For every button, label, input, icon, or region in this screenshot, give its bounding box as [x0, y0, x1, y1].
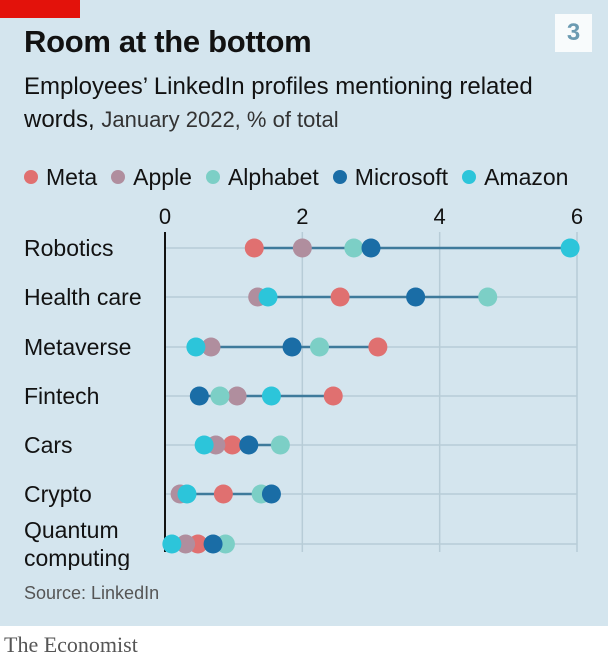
dot-alphabet — [210, 386, 230, 406]
legend-marker-amazon — [462, 170, 477, 184]
legend-item-amazon: Amazon — [462, 164, 568, 191]
dot-apple — [292, 238, 312, 258]
dot-amazon — [261, 386, 281, 406]
dot-alphabet — [310, 337, 329, 357]
category-label: Crypto — [24, 481, 92, 507]
category-label: Cars — [24, 432, 73, 458]
dot-apple — [176, 534, 196, 554]
dot-apple — [227, 386, 247, 406]
chart-number-badge: 3 — [555, 14, 592, 52]
dot-microsoft — [203, 534, 223, 554]
chart-subtitle: Employees’ LinkedIn profiles mentioning … — [24, 70, 544, 136]
dot-amazon — [258, 287, 278, 307]
chart-panel — [0, 0, 608, 626]
legend-label-apple: Apple — [133, 163, 192, 190]
legend-label-amazon: Amazon — [484, 163, 569, 190]
legend-label-microsoft: Microsoft — [354, 163, 449, 190]
x-tick-label-0: 0 — [159, 204, 171, 229]
dot-microsoft — [239, 435, 259, 455]
x-tick-label-6: 6 — [571, 204, 583, 229]
dot-alphabet — [270, 435, 290, 455]
dot-amazon — [162, 534, 182, 554]
legend-marker-microsoft — [332, 170, 347, 184]
dot-microsoft — [261, 484, 281, 504]
category-label: Health care — [24, 284, 142, 310]
legend-marker-apple — [111, 170, 126, 184]
category-label: Robotics — [24, 235, 113, 261]
legend-item-microsoft: Microsoft — [332, 163, 449, 191]
dot-meta — [330, 287, 350, 307]
chart-title: Room at the bottom — [24, 24, 312, 59]
subtitle-detail: January 2022, % of total — [101, 107, 339, 132]
x-tick-label-2: 2 — [296, 204, 308, 229]
legend-item-apple: Apple — [111, 164, 192, 191]
legend-item-alphabet: Alphabet — [205, 163, 319, 191]
legend-label-alphabet: Alphabet — [227, 163, 319, 190]
x-tick-label-4: 4 — [434, 204, 446, 229]
dot-microsoft — [406, 287, 426, 307]
dot-meta — [368, 337, 388, 357]
dot-amazon — [194, 435, 214, 455]
chart-legend: Meta Apple Alphabet Microsoft Amazon — [24, 161, 582, 193]
brand-wordmark: The Economist — [4, 632, 138, 657]
dot-amazon — [560, 238, 580, 258]
dot-alphabet — [478, 287, 498, 307]
dot-meta — [213, 484, 233, 504]
category-label: computing — [24, 545, 130, 570]
legend-marker-alphabet — [205, 170, 220, 184]
dot-amazon — [177, 484, 197, 504]
dot-microsoft — [189, 386, 209, 406]
dot-meta — [222, 435, 242, 455]
dot-meta — [244, 238, 264, 258]
legend-item-meta: Meta — [24, 164, 97, 191]
legend-label-meta: Meta — [46, 163, 98, 190]
source-note: Source: LinkedIn — [24, 583, 160, 603]
legend-marker-meta — [24, 170, 38, 184]
dot-plot: 0 2 4 6 Robotics Health care Metaverse Fintech C… — [24, 204, 583, 570]
dot-microsoft — [361, 238, 381, 258]
dot-alphabet — [344, 238, 364, 258]
category-label: Fintech — [24, 383, 99, 409]
dot-microsoft — [282, 337, 302, 357]
dot-meta — [323, 386, 343, 406]
dot-apple — [201, 337, 221, 357]
dot-amazon — [186, 337, 206, 357]
category-label: Metaverse — [24, 334, 131, 360]
category-label: Quantum — [24, 517, 119, 543]
subtitle-main: Employees’ LinkedIn profiles mentioning … — [24, 73, 533, 133]
brand-red-tag — [0, 0, 80, 18]
